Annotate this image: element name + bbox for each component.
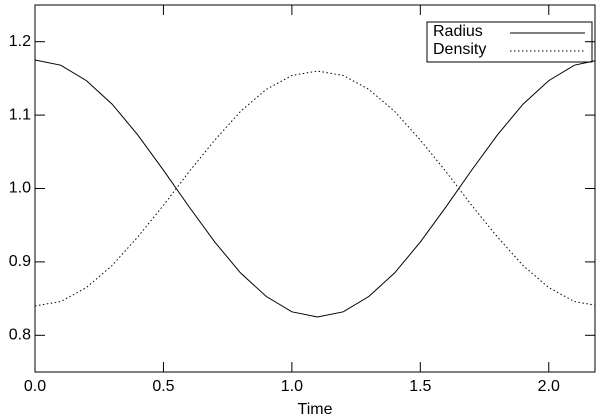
series-line <box>34 59 596 318</box>
series-line <box>34 70 596 307</box>
legend-label: Radius <box>433 23 483 40</box>
x-axis-label: Time <box>298 401 333 418</box>
y-tick-label: 0.8 <box>9 327 31 344</box>
y-tick-label: 0.9 <box>9 253 31 270</box>
y-tick-label: 1.0 <box>9 180 31 197</box>
x-tick-label: 1.5 <box>409 378 431 395</box>
y-tick-label: 1.1 <box>9 106 31 123</box>
x-tick-label: 0.5 <box>152 378 174 395</box>
x-tick-label: 1.0 <box>281 378 303 395</box>
legend-box <box>426 21 593 63</box>
x-tick-label: 2.0 <box>538 378 560 395</box>
y-tick-label: 1.2 <box>9 33 31 50</box>
legend-label: Density <box>433 41 486 58</box>
x-tick-label: 0.0 <box>24 378 46 395</box>
